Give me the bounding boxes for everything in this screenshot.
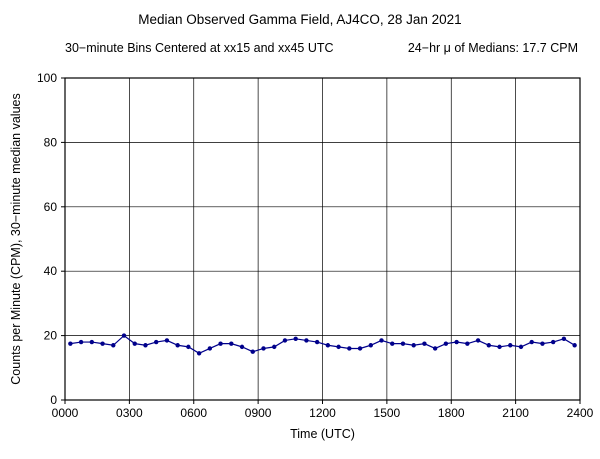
data-point <box>78 339 84 345</box>
data-point <box>379 338 384 343</box>
data-point <box>325 343 331 348</box>
data-point <box>400 341 406 346</box>
x-tick-label: 1500 <box>374 406 401 420</box>
y-tick-label: 60 <box>44 200 58 214</box>
data-point <box>175 343 180 348</box>
x-tick-label: 2100 <box>502 406 529 420</box>
data-point <box>357 346 363 351</box>
data-point <box>486 343 492 348</box>
x-tick-label: 2400 <box>567 406 594 420</box>
data-point <box>68 341 73 346</box>
x-tick-label: 1800 <box>438 406 465 420</box>
data-point <box>540 341 545 346</box>
x-axis-label: Time (UTC) <box>290 427 355 441</box>
data-point <box>475 338 481 343</box>
data-point <box>293 336 298 342</box>
data-point <box>432 346 438 351</box>
data-point <box>347 346 352 351</box>
data-point <box>239 344 245 350</box>
data-point <box>121 333 127 338</box>
y-tick-label: 80 <box>44 135 58 149</box>
data-point <box>465 341 470 346</box>
data-point <box>164 338 170 343</box>
data-point <box>390 341 395 346</box>
data-point <box>314 339 320 345</box>
data-point <box>218 341 223 346</box>
data-point <box>282 338 288 343</box>
data-point <box>89 339 95 345</box>
y-axis-label: Counts per Minute (CPM), 30−minute media… <box>9 93 23 384</box>
data-point <box>518 344 524 350</box>
chart-title: Median Observed Gamma Field, AJ4CO, 28 J… <box>138 12 462 27</box>
data-point <box>207 346 213 351</box>
data-point <box>454 339 459 345</box>
data-point <box>561 336 567 342</box>
x-tick-label: 0600 <box>180 406 207 420</box>
y-tick-label: 20 <box>44 329 58 343</box>
data-point <box>336 344 341 350</box>
y-tick-label: 40 <box>44 264 58 278</box>
chart-subtitle: 30−minute Bins Centered at xx15 and xx45… <box>65 41 578 55</box>
data-point <box>443 341 449 346</box>
x-tick-label: 1200 <box>309 406 336 420</box>
data-point <box>572 343 577 348</box>
data-point <box>272 344 277 350</box>
data-point <box>132 341 137 346</box>
data-point <box>196 351 202 356</box>
data-point <box>497 344 502 350</box>
data-point <box>411 343 416 348</box>
y-tick-label: 100 <box>37 71 57 85</box>
data-point <box>186 344 191 350</box>
data-point <box>529 339 534 345</box>
y-tick-label: 0 <box>50 393 57 407</box>
data-point <box>250 349 255 354</box>
data-point <box>304 338 309 343</box>
data-point <box>422 341 427 346</box>
subtitle-bins-label: 30−minute Bins Centered at xx15 and xx45… <box>65 41 334 55</box>
data-point <box>143 343 148 348</box>
x-tick-label: 0000 <box>52 406 79 420</box>
data-point <box>261 346 266 351</box>
data-point <box>508 343 513 348</box>
data-point <box>229 341 234 346</box>
data-point <box>100 341 105 346</box>
data-point <box>153 339 159 345</box>
x-tick-label: 0900 <box>245 406 272 420</box>
x-tick-label: 0300 <box>116 406 143 420</box>
subtitle-mean-label: 24−hr μ of Medians: 17.7 CPM <box>407 41 578 55</box>
data-point <box>368 343 373 348</box>
data-point <box>550 339 556 345</box>
data-point <box>111 343 116 348</box>
